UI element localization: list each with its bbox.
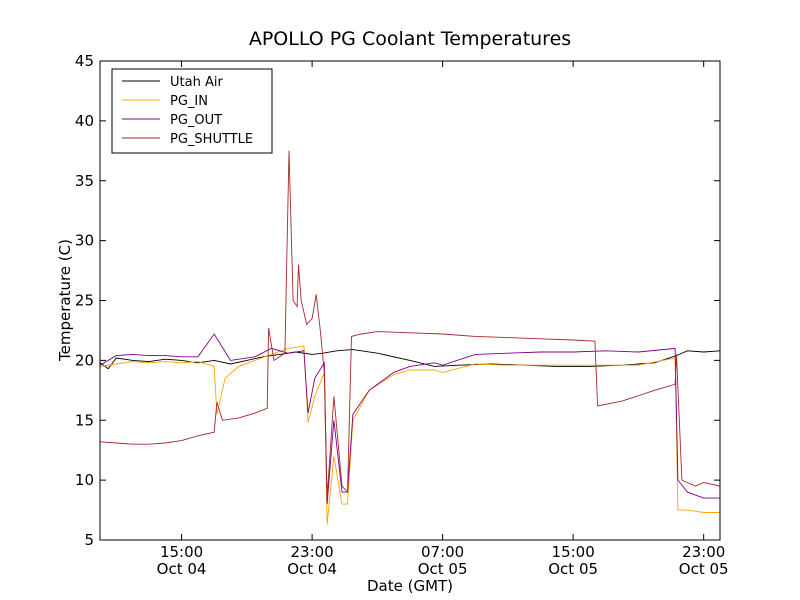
y-tick-label: 5 xyxy=(84,531,94,549)
x-tick-label-date: Oct 05 xyxy=(418,560,468,578)
x-tick-label-time: 23:00 xyxy=(290,543,333,561)
x-tick-label-date: Oct 05 xyxy=(679,560,729,578)
x-tick-label-date: Oct 04 xyxy=(157,560,207,578)
y-tick-label: 35 xyxy=(75,172,94,190)
x-tick-label-time: 15:00 xyxy=(160,543,203,561)
x-axis-label: Date (GMT) xyxy=(367,577,453,595)
x-tick-label-time: 23:00 xyxy=(682,543,725,561)
legend-label: Utah Air xyxy=(170,75,223,90)
series-line-pg-in xyxy=(99,345,720,525)
x-tick-label-date: Oct 05 xyxy=(548,560,598,578)
series-line-pg-shuttle xyxy=(99,150,721,499)
y-tick-label: 15 xyxy=(75,411,94,429)
x-tick-label-time: 07:00 xyxy=(421,543,464,561)
y-axis: 5 10 15 20 25 30 35 40 45 xyxy=(75,52,720,549)
legend-label: PG_OUT xyxy=(170,113,222,128)
legend-box xyxy=(111,68,273,154)
legend-label: PG_SHUTTLE xyxy=(170,132,253,147)
y-tick-label: 30 xyxy=(75,232,94,250)
y-axis-label: Temperature (C) xyxy=(56,239,74,362)
y-tick-label: 10 xyxy=(75,471,94,489)
x-tick-label-date: Oct 04 xyxy=(287,560,337,578)
x-tick-label-time: 15:00 xyxy=(552,543,595,561)
y-tick-label: 25 xyxy=(75,292,94,310)
series-line-pg-out xyxy=(99,333,720,505)
legend-label: PG_IN xyxy=(170,94,208,109)
chart-title: APOLLO PG Coolant Temperatures xyxy=(249,28,571,50)
legend: Utah Air PG_IN PG_OUT PG_SHUTTLE xyxy=(111,68,273,154)
y-tick-label: 40 xyxy=(75,112,94,130)
y-tick-label: 20 xyxy=(75,351,94,369)
plot-area xyxy=(99,150,721,525)
y-tick-label: 45 xyxy=(75,52,94,70)
